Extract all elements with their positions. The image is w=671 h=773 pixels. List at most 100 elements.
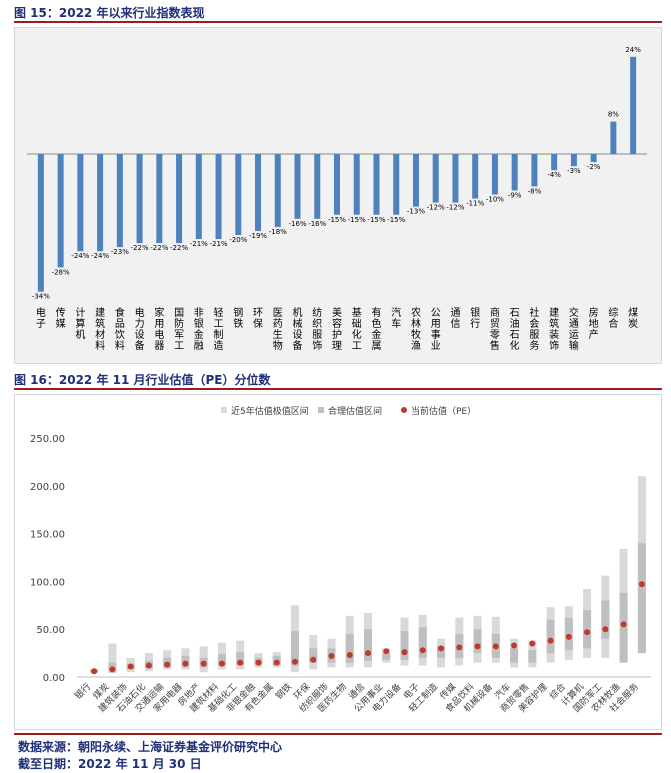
current-pe-10: [273, 659, 280, 666]
bar-16: [353, 154, 360, 215]
current-pe-5: [182, 660, 189, 667]
figure16-chart: 250.00 200.00 150.00 100.00 50.00 0.00 近5年估值极值…: [30, 405, 651, 715]
reasonable-range-19: [437, 646, 446, 658]
current-pe-6: [200, 660, 207, 667]
category-label-8: 非银金融: [194, 307, 204, 352]
legend-label-2: 当前估值（PE）: [411, 405, 476, 417]
bar-label-16: -15%: [348, 216, 366, 224]
bar-label-30: 24%: [625, 46, 641, 54]
bar-24: [511, 154, 518, 191]
data-source: 数据来源：朝阳永续、上海证券基金评价研究中心: [18, 740, 283, 754]
current-pe-29: [620, 621, 627, 628]
reasonable-range-24: [528, 650, 537, 663]
current-pe-1: [109, 666, 116, 673]
current-pe-28: [602, 626, 609, 633]
reasonable-range-11: [290, 631, 299, 666]
figure16-title: 图 16：2022 年 11 月行业估值（PE）分位数: [14, 373, 271, 387]
category-label-4: 食品饮料: [115, 306, 125, 352]
bar-label-25: -8%: [528, 187, 542, 195]
bar-label-7: -22%: [170, 244, 188, 252]
bar-label-21: -12%: [446, 204, 464, 212]
reasonable-range-18: [418, 627, 427, 658]
category-label-1: 传媒: [56, 307, 66, 330]
category-label-11: 环保: [253, 308, 263, 330]
current-pe-25: [547, 637, 554, 644]
reasonable-range-25: [546, 619, 555, 654]
reasonable-range-8: [236, 652, 245, 666]
category-label-29: 综合: [608, 306, 618, 330]
bar-label-9: -21%: [210, 240, 228, 248]
bar-6: [156, 154, 163, 244]
category-label-27: 交通运输: [569, 306, 579, 352]
legend-swatch-0: [221, 407, 227, 413]
x-tick-label-11: 钢铁: [273, 681, 294, 702]
cutoff-date: 截至日期：2022 年 11 月 30 日: [18, 757, 202, 771]
bar-label-2: -24%: [71, 252, 89, 260]
bar-22: [472, 154, 479, 199]
x-tick-0: 银行: [72, 681, 93, 702]
bar-8: [195, 154, 202, 240]
reasonable-range-23: [510, 648, 519, 663]
current-pe-15: [365, 650, 371, 657]
bar-label-14: -16%: [308, 220, 326, 228]
category-label-3: 建筑材料: [95, 306, 105, 352]
bar-label-11: -19%: [249, 232, 267, 240]
bar-label-3: -24%: [91, 252, 109, 260]
y-tick-5: 0.00: [43, 673, 65, 684]
bar-label-19: -13%: [407, 208, 425, 216]
current-pe-24: [529, 640, 536, 647]
y-tick-2: 150.00: [30, 530, 65, 541]
extreme-range-1: [108, 643, 117, 674]
category-label-0: 电子: [36, 306, 46, 330]
bar-27: [570, 154, 577, 167]
bar-10: [235, 154, 242, 235]
reasonable-range-14: [345, 633, 354, 663]
category-label-25: 社会服务: [529, 306, 539, 352]
category-label-22: 银行: [470, 306, 480, 330]
bar-5: [136, 154, 143, 244]
bar-label-23: -10%: [486, 196, 504, 204]
reasonable-range-17: [400, 631, 409, 660]
bar-21: [452, 154, 459, 203]
legend-swatch-2: [401, 407, 407, 413]
bar-3: [97, 154, 104, 252]
bar-label-0: -34%: [32, 293, 50, 301]
current-pe-26: [565, 633, 572, 640]
footer-rule: [14, 733, 662, 735]
bar-label-18: -15%: [387, 216, 405, 224]
bar-label-20: -12%: [427, 204, 445, 212]
category-label-26: 建筑装饰: [549, 306, 559, 352]
bar-0: [37, 154, 44, 292]
category-label-17: 有色金属: [371, 306, 381, 352]
category-label-19: 农林牧渔: [411, 306, 421, 352]
y-tick-4: 50.00: [36, 625, 65, 636]
current-pe-16: [383, 648, 390, 655]
bar-label-28: -2%: [587, 163, 601, 171]
current-pe-21: [474, 643, 481, 650]
category-label-15: 美容护理: [332, 306, 342, 352]
figure15-chart: -34% 电子 -28% 传媒 -24% 计算机 -24% 建筑材料 -23% 食品饮料 -22% 电…: [27, 46, 647, 352]
current-pe-27: [584, 629, 591, 636]
bar-30: [630, 56, 637, 154]
legend: 近5年估值极值区间 合理估值区间 当前估值（PE）: [221, 405, 476, 417]
category-label-20: 公用事业: [431, 308, 441, 352]
category-label-6: 家用电器: [154, 306, 164, 352]
reasonable-range-12: [309, 648, 318, 663]
bar-25: [531, 154, 538, 187]
bar-label-12: -18%: [269, 228, 287, 236]
bar-9: [215, 154, 222, 240]
bar-label-13: -16%: [288, 220, 306, 228]
bar-label-8: -21%: [190, 240, 208, 248]
category-label-18: 汽车: [391, 306, 401, 330]
bar-28: [590, 154, 597, 163]
category-label-24: 石油石化: [510, 308, 520, 352]
bar-14: [314, 154, 321, 219]
current-pe-18: [419, 647, 426, 654]
bar-7: [176, 154, 183, 244]
current-pe-13: [328, 652, 335, 659]
category-label-30: 煤炭: [628, 306, 638, 330]
bar-20: [432, 154, 439, 203]
reasonable-range-7: [217, 654, 226, 666]
reasonable-range-28: [601, 600, 610, 639]
bar-12: [274, 154, 281, 227]
